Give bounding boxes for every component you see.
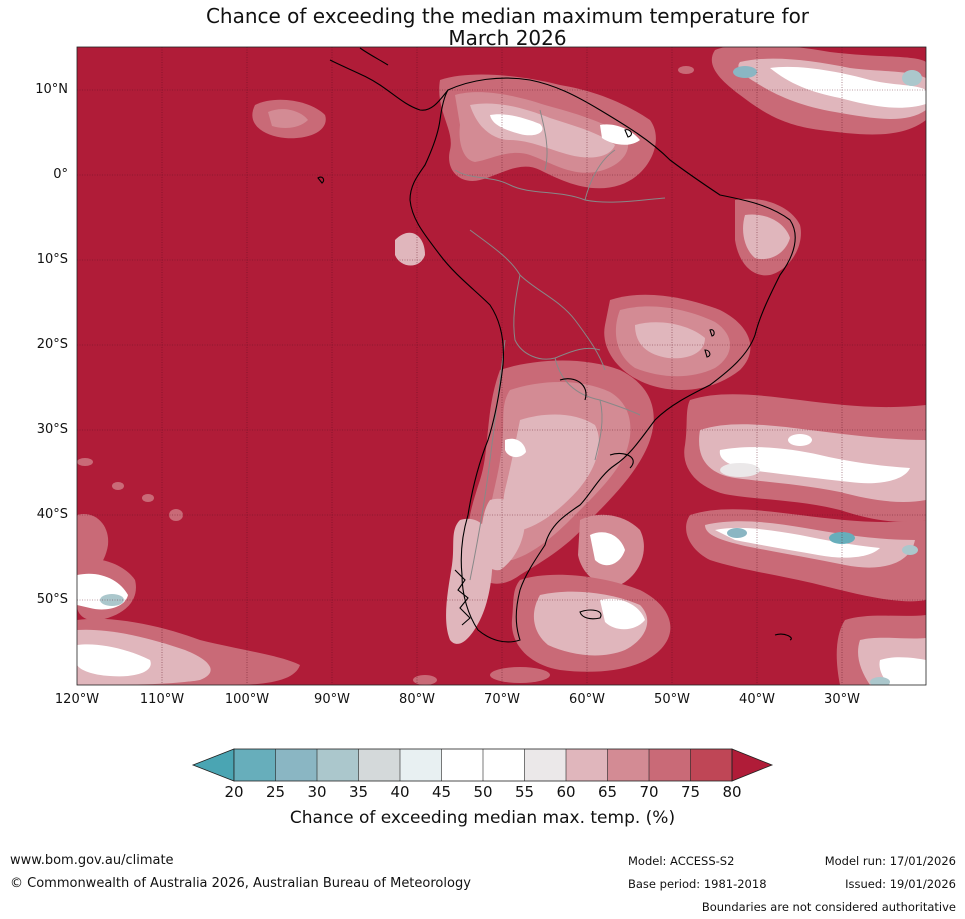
graticule xyxy=(77,47,926,685)
copyright-text: © Commonwealth of Australia 2026, Austra… xyxy=(10,876,471,891)
website-link[interactable]: www.bom.gov.au/climate xyxy=(10,853,174,868)
lon-label-100w: 100°W xyxy=(224,692,270,707)
colorbar-label: Chance of exceeding median max. temp. (%… xyxy=(289,808,676,828)
probability-contours xyxy=(77,47,926,685)
model-run-date: Model run: 17/01/2026 xyxy=(824,854,956,868)
model-name: Model: ACCESS-S2 xyxy=(628,854,735,868)
country-borders xyxy=(454,109,666,581)
title-line-1: Chance of exceeding the median maximum t… xyxy=(205,4,810,28)
lon-label-70w: 70°W xyxy=(484,692,520,707)
lon-label-110w: 110°W xyxy=(139,692,185,707)
colorbar-high-arrow xyxy=(731,748,774,782)
map-frame xyxy=(76,46,927,686)
colorbar-tick: 45 xyxy=(431,783,452,801)
colorbar-tick: 65 xyxy=(597,783,618,801)
colorbar-tick: 70 xyxy=(639,783,659,801)
lat-label-30s: 30°S xyxy=(36,422,68,437)
lon-label-120w: 120°W xyxy=(54,692,100,707)
colorbar-tick: 40 xyxy=(390,783,410,801)
colorbar-tick: 75 xyxy=(680,783,701,801)
colorbar-tick: 30 xyxy=(307,783,327,801)
lon-label-40w: 40°W xyxy=(739,692,775,707)
lon-label-60w: 60°W xyxy=(569,692,605,707)
colorbar-low-arrow xyxy=(191,748,235,782)
base-period: Base period: 1981-2018 xyxy=(628,877,767,891)
lat-label-50s: 50°S xyxy=(36,592,68,607)
boundaries-disclaimer: Boundaries are not considered authoritat… xyxy=(701,900,956,914)
coastlines xyxy=(317,47,796,643)
colorbar-tick: 60 xyxy=(556,783,576,801)
colorbar-tick: 55 xyxy=(514,783,535,801)
lat-label-40s: 40°S xyxy=(36,507,68,522)
lon-label-30w: 30°W xyxy=(824,692,860,707)
colorbar-tick: 20 xyxy=(224,783,244,801)
colorbar-tick: 35 xyxy=(348,783,369,801)
colorbar xyxy=(191,748,774,782)
lat-label-10n: 10°N xyxy=(35,82,68,97)
lon-label-80w: 80°W xyxy=(399,692,435,707)
map-area xyxy=(77,47,926,685)
lat-label-10s: 10°S xyxy=(36,252,68,267)
lat-label-0: 0° xyxy=(53,167,68,182)
map-title: Chance of exceeding the median maximum t… xyxy=(0,5,965,49)
lon-label-90w: 90°W xyxy=(314,692,350,707)
lat-label-20s: 20°S xyxy=(36,337,68,352)
colorbar-tick: 80 xyxy=(722,783,742,801)
title-line-2: March 2026 xyxy=(448,26,567,50)
issued-date: Issued: 19/01/2026 xyxy=(845,877,956,891)
colorbar-tick: 50 xyxy=(473,783,493,801)
lon-label-50w: 50°W xyxy=(654,692,690,707)
colorbar-tick: 25 xyxy=(265,783,286,801)
